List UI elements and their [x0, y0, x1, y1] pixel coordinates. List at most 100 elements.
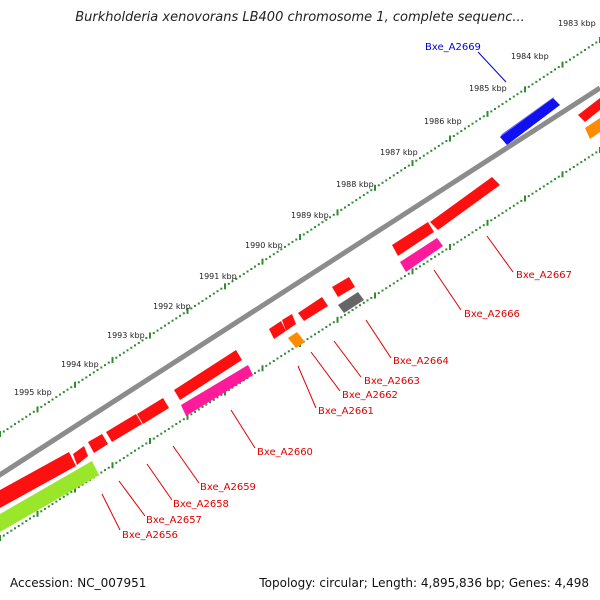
scale-minor-tick: [246, 270, 249, 273]
scale-minor-tick: [385, 287, 388, 290]
gene-glyph[interactable]: [88, 434, 108, 453]
gene-label-bxe-a2657[interactable]: Bxe_A2657: [146, 515, 202, 526]
gene-label-bxe-a2667[interactable]: Bxe_A2667: [516, 270, 572, 281]
connector-line: [172, 445, 200, 484]
connector-line: [433, 269, 462, 311]
scale-major-tick: [561, 61, 564, 68]
gene-label-bxe-a2663[interactable]: Bxe_A2663: [364, 376, 420, 387]
scale-minor-tick: [190, 307, 193, 310]
scale-minor-tick: [44, 507, 46, 510]
scale-minor-tick: [329, 216, 331, 219]
gene-glyph[interactable]: [0, 452, 76, 508]
gene-glyph-bxe-a2659[interactable]: [174, 350, 242, 400]
gene-label-bxe-a2666[interactable]: Bxe_A2666: [464, 309, 520, 320]
gene-glyph-bxe-a2669[interactable]: [500, 98, 560, 145]
scale-minor-tick: [362, 301, 365, 304]
scale-minor-tick: [295, 238, 298, 241]
scale-minor-tick: [569, 58, 571, 61]
gene-glyph-bxe-a2661[interactable]: [288, 332, 305, 348]
gene-glyph-bxe-a2656[interactable]: [0, 461, 99, 532]
scale-minor-tick: [66, 493, 69, 496]
scale-minor-tick: [572, 166, 575, 168]
scale-minor-tick: [377, 184, 380, 187]
gene-glyph-bxe-a2664[interactable]: [338, 292, 364, 313]
gene-glyph-bxe-a2662[interactable]: [298, 297, 328, 321]
scale-minor-tick: [156, 435, 159, 438]
scale-minor-tick: [47, 401, 50, 403]
scale-minor-tick: [306, 231, 309, 234]
scale-minor-tick: [494, 108, 496, 110]
scale-minor-tick: [81, 483, 84, 486]
scale-minor-tick: [422, 263, 425, 265]
scale-minor-tick: [51, 503, 54, 506]
scale-minor-tick: [167, 427, 170, 430]
scale-minor-tick: [557, 66, 560, 69]
scale-minor-tick: [452, 135, 455, 137]
gene-glyph-bxe-a2658[interactable]: [137, 398, 169, 424]
gene-label-bxe-a2669[interactable]: Bxe_A2669: [425, 42, 481, 53]
scale-minor-tick: [92, 371, 95, 374]
scale-minor-tick: [231, 386, 234, 389]
gene-label-bxe-a2660[interactable]: Bxe_A2660: [257, 447, 313, 458]
gene-glyph-bxe-a2667[interactable]: [430, 177, 500, 230]
scale-minor-tick: [152, 332, 155, 334]
gene-label-bxe-a2662[interactable]: Bxe_A2662: [342, 390, 398, 401]
scale-minor-tick: [119, 354, 121, 357]
scale-minor-tick: [535, 190, 538, 193]
scale-minor-tick: [565, 170, 568, 173]
scale-minor-tick: [580, 51, 583, 54]
scale-minor-tick: [347, 311, 350, 314]
scale-label: 1995 kbp: [14, 388, 52, 397]
gene-label-bxe-a2659[interactable]: Bxe_A2659: [200, 482, 256, 493]
scale-minor-tick: [272, 360, 275, 362]
scale-minor-tick: [70, 490, 73, 493]
scale-major-tick: [336, 209, 339, 216]
gene-label-bxe-a2658[interactable]: Bxe_A2658: [173, 499, 229, 510]
scale-minor-tick: [194, 304, 196, 307]
scale-minor-tick: [471, 122, 474, 125]
gene-label-bxe-a2661[interactable]: Bxe_A2661: [318, 406, 374, 417]
scale-minor-tick: [340, 208, 343, 211]
gene-glyph[interactable]: [73, 446, 88, 465]
scale-label: 1989 kbp: [291, 211, 329, 220]
scale-minor-tick: [107, 361, 110, 364]
scale-minor-tick: [456, 241, 459, 244]
scale-minor-tick: [490, 219, 493, 222]
scale-minor-tick: [317, 330, 320, 333]
scale-major-tick: [486, 110, 489, 117]
scale-minor-tick: [44, 403, 46, 406]
scale-minor-tick: [29, 413, 31, 416]
gene-glyph[interactable]: [269, 321, 286, 339]
scale-minor-tick: [85, 376, 88, 379]
scale-minor-tick: [175, 317, 178, 320]
scale-minor-tick: [554, 68, 556, 71]
connector-line: [230, 409, 256, 449]
scale-minor-tick: [269, 255, 271, 258]
scale-minor-tick: [460, 238, 463, 241]
scale-minor-tick: [160, 432, 163, 435]
scale-major-tick: [36, 510, 39, 517]
scale-minor-tick: [306, 338, 309, 341]
gene-glyph[interactable]: [392, 222, 434, 256]
gene-glyph-bxe-a2660[interactable]: [181, 365, 253, 416]
scale-minor-tick: [160, 327, 163, 330]
scale-minor-tick: [332, 213, 335, 216]
scale-minor-tick: [569, 168, 571, 171]
gene-glyph[interactable]: [282, 314, 296, 331]
scale-minor-tick: [280, 355, 283, 358]
scale-minor-tick: [126, 349, 129, 352]
scale-minor-tick: [25, 520, 28, 522]
gene-glyph-bxe-a2666[interactable]: [400, 238, 443, 272]
scale-minor-tick: [445, 140, 448, 142]
scale-minor-tick: [512, 95, 515, 98]
gene-glyph-bxe-a2657[interactable]: [106, 414, 142, 442]
scale-minor-tick: [81, 378, 84, 381]
gene-glyph[interactable]: [332, 277, 355, 297]
scale-minor-tick: [430, 149, 433, 152]
gene-label-bxe-a2664[interactable]: Bxe_A2664: [393, 356, 449, 367]
scale-minor-tick: [359, 304, 361, 307]
scale-minor-tick: [580, 161, 583, 164]
scale-minor-tick: [490, 110, 493, 113]
gene-label-bxe-a2656[interactable]: Bxe_A2656: [122, 530, 178, 541]
scale-minor-tick: [14, 527, 16, 530]
